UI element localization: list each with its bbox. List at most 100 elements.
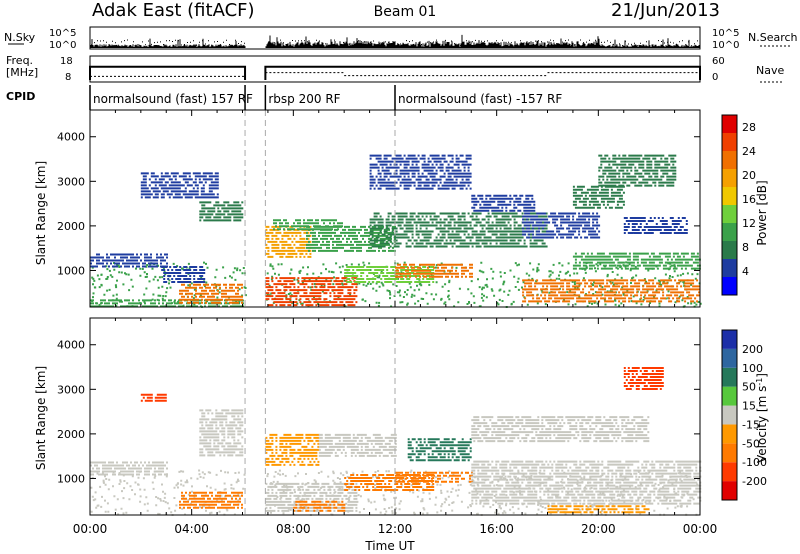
power-colorbar-swatch-1	[722, 259, 737, 277]
date-title: 21/Jun/2013	[611, 0, 720, 21]
power-colorbar-tick-4: 20	[742, 169, 756, 182]
power-band-cells-6	[265, 225, 312, 258]
power-band-cells-1	[90, 299, 244, 308]
velocity-band-cells-6	[318, 433, 397, 457]
power-band-cells-14	[572, 252, 701, 270]
velocity-band-13	[623, 367, 664, 390]
power-band-cells-4	[161, 266, 206, 283]
nsky-strip-frame	[89, 26, 701, 50]
velocity-band-0	[90, 461, 168, 476]
power-band-cells-13	[522, 279, 701, 303]
velocity-band-1	[179, 491, 243, 509]
velocity-band-9	[407, 438, 472, 462]
nsky-label: N.Sky	[4, 31, 36, 44]
power-band-17	[623, 217, 688, 234]
power-colorbar-tick-3: 16	[742, 193, 756, 206]
freq-strip-frame	[89, 55, 701, 83]
power-panel: 1000 2000 3000 4000	[57, 109, 702, 308]
velocity-band-cells-1	[179, 491, 243, 509]
velocity-ytick-label-1: 2000	[57, 428, 85, 441]
power-band-cells-19	[369, 154, 472, 190]
power-colorbar-swatch-2	[722, 241, 737, 259]
velocity-colorbar-tick-5: -50	[742, 437, 760, 450]
power-band-4	[161, 266, 206, 283]
power-band-cells-3	[199, 201, 244, 222]
cpid-label-2: normalsound (fast) -157 RF	[398, 92, 562, 106]
velocity-colorbar-tick-4: -15	[742, 418, 760, 431]
power-band-cells-17	[623, 217, 688, 234]
power-band-5	[265, 277, 358, 307]
velocity-colorbar-tick-0: 200	[742, 343, 763, 356]
velocity-panel: 1000 2000 3000 4000 00:00 04:00 08:00 12:00 16:0…	[57, 317, 718, 536]
power-band-cells-10	[395, 263, 473, 278]
power-band-14	[572, 252, 701, 270]
freq-label-1: Freq.	[6, 54, 33, 67]
power-band-18	[140, 172, 219, 199]
velocity-band-cells-13	[623, 367, 664, 390]
power-band-15	[522, 212, 601, 239]
colorbars: 4 8 12 16 20 24 28 200 100 50 15 -15 -50 -100 -200	[721, 114, 767, 501]
velocity-band-6	[318, 433, 397, 457]
cpid-label-0: normalsound (fast) 157 RF	[93, 92, 253, 106]
power-band-19	[369, 154, 472, 190]
nsearch-tick-hi: 10^5	[712, 28, 739, 39]
power-band-3	[199, 201, 244, 222]
power-colorbar-title: Power [dB]	[755, 180, 769, 245]
freq-label-2: [MHz]	[6, 66, 38, 79]
velocity-colorbar-tick-1: 100	[742, 362, 763, 375]
power-ytick-label-2: 3000	[57, 175, 85, 188]
velocity-band-10	[471, 460, 702, 505]
velocity-band-cells-0	[90, 461, 168, 476]
power-colorbar-tick-5: 24	[742, 145, 756, 158]
station-title: Adak East (fitACF)	[92, 0, 255, 21]
beam-title: Beam 01	[374, 4, 437, 20]
power-band-7	[273, 219, 343, 231]
velocity-colorbar-swatch-4	[722, 405, 737, 425]
cpid-label-1: rbsp 200 RF	[268, 92, 340, 106]
nsearch-tick-lo: 10^0	[712, 40, 739, 51]
power-colorbar-tick-6: 28	[742, 121, 756, 134]
xtick-label-3: 12:00	[378, 522, 413, 536]
power-colorbar-tick-0: 4	[742, 265, 749, 278]
velocity-band-11	[471, 416, 650, 443]
power-band-cells-20	[598, 154, 677, 187]
freq-tick-lo: 8	[65, 72, 71, 83]
power-band-6	[265, 225, 312, 258]
power-colorbar-swatch-7	[722, 151, 737, 169]
power-colorbar-swatch-5	[722, 187, 737, 205]
power-band-cells-16	[572, 185, 625, 209]
power-ytick-label-0: 1000	[57, 264, 85, 277]
xtick-label-6: 00:00	[683, 522, 718, 536]
velocity-band-8	[395, 471, 473, 483]
power-band-cells-18	[140, 172, 219, 199]
nsky-tick-hi: 10^5	[49, 28, 76, 39]
cpid-label: CPID	[6, 90, 35, 103]
power-colorbar-swatch-0	[722, 277, 737, 295]
velocity-colorbar-title: Velocity [m s-1]	[755, 373, 769, 463]
velocity-colorbar-tick-2: 50	[742, 381, 756, 394]
velocity-band-5	[265, 433, 320, 466]
xtick-label-1: 04:00	[174, 522, 209, 536]
velocity-colorbar-swatch-0	[722, 481, 737, 500]
velocity-ylabel: Slant Range [km]	[34, 366, 48, 470]
power-band-13	[522, 279, 701, 303]
xtick-label-0: 00:00	[73, 522, 108, 536]
power-band-1	[90, 299, 244, 308]
nave-tick-lo: 0	[712, 72, 718, 83]
power-colorbar-tick-2: 12	[742, 217, 756, 230]
xaxis-label: Time UT	[364, 539, 415, 553]
nsky-series	[90, 34, 700, 48]
power-ytick-label-1: 2000	[57, 220, 85, 233]
power-band-cells-5	[265, 277, 358, 307]
power-colorbar-swatch-3	[722, 223, 737, 241]
freq-tick-hi: 18	[60, 56, 73, 67]
velocity-colorbar-swatch-8	[722, 330, 737, 349]
power-band-cells-7	[273, 219, 343, 231]
velocity-band-2	[199, 409, 244, 457]
nsearch-series	[91, 39, 698, 47]
velocity-band-cells-4	[293, 500, 346, 512]
power-colorbar-frame	[721, 114, 738, 296]
nave-tick-hi: 60	[712, 56, 725, 67]
xtick-label-4: 16:00	[479, 522, 514, 536]
velocity-ytick-label-0: 1000	[57, 472, 85, 485]
